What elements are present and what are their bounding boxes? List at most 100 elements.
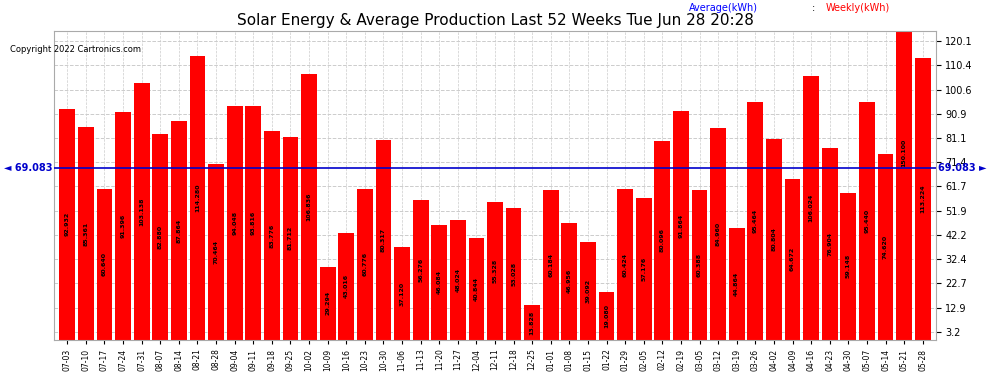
Text: 60.184: 60.184 (548, 253, 553, 277)
Text: 82.880: 82.880 (157, 225, 162, 249)
Bar (375, 140, 391, 339)
Text: 37.120: 37.120 (400, 281, 405, 306)
Text: 19.080: 19.080 (604, 304, 609, 328)
Bar (301, 74, 317, 339)
Text: Weekly(kWh): Weekly(kWh) (826, 3, 890, 13)
Text: 57.176: 57.176 (642, 256, 646, 280)
Text: 92.932: 92.932 (64, 212, 70, 236)
Text: Average(kWh): Average(kWh) (689, 3, 758, 13)
Text: 59.148: 59.148 (845, 254, 850, 278)
Text: 91.864: 91.864 (678, 213, 683, 238)
Text: :: : (813, 3, 819, 13)
Title: Solar Energy & Average Production Last 52 Weeks Tue Jun 28 20:28: Solar Energy & Average Production Last 5… (237, 12, 753, 27)
Bar (692, 189, 708, 339)
Text: 83.776: 83.776 (269, 224, 274, 248)
Text: 64.672: 64.672 (790, 247, 795, 272)
Text: 39.092: 39.092 (585, 279, 590, 303)
Bar (618, 189, 633, 339)
Text: 55.328: 55.328 (492, 259, 498, 283)
Text: 80.317: 80.317 (381, 228, 386, 252)
Bar (394, 248, 410, 339)
Bar (468, 238, 484, 339)
Text: 80.096: 80.096 (660, 228, 665, 252)
Bar (859, 102, 875, 339)
Bar (543, 190, 558, 339)
Bar (822, 148, 838, 339)
Bar (227, 106, 243, 339)
Text: 60.776: 60.776 (362, 252, 367, 276)
Text: 95.440: 95.440 (864, 209, 869, 233)
Bar (710, 129, 726, 339)
Bar (561, 223, 577, 339)
Text: 84.960: 84.960 (716, 222, 721, 246)
Text: 44.864: 44.864 (735, 272, 740, 296)
Text: 29.294: 29.294 (325, 291, 330, 315)
Text: 43.016: 43.016 (344, 274, 348, 298)
Bar (785, 179, 801, 339)
Text: 114.280: 114.280 (195, 183, 200, 212)
Bar (97, 189, 113, 339)
Bar (246, 106, 261, 339)
Text: 85.361: 85.361 (83, 221, 88, 246)
Bar (115, 112, 131, 339)
Bar (896, 0, 912, 339)
Bar (599, 292, 615, 339)
Bar (915, 58, 931, 339)
Text: 46.084: 46.084 (437, 270, 442, 294)
Text: 87.864: 87.864 (176, 218, 181, 243)
Text: 60.424: 60.424 (623, 252, 628, 276)
Text: 95.464: 95.464 (752, 209, 757, 233)
Text: 13.828: 13.828 (530, 310, 535, 334)
Text: 113.224: 113.224 (920, 184, 926, 213)
Bar (506, 208, 522, 339)
Bar (152, 134, 168, 339)
Bar (580, 242, 596, 339)
Text: 60.388: 60.388 (697, 252, 702, 277)
Bar (78, 128, 94, 339)
Bar (208, 165, 224, 339)
Bar (729, 228, 744, 339)
Text: 93.816: 93.816 (250, 211, 255, 235)
Text: 69.083 ►: 69.083 ► (938, 163, 986, 173)
Text: 53.028: 53.028 (511, 262, 516, 286)
Bar (339, 232, 354, 339)
Text: 80.804: 80.804 (771, 227, 776, 251)
Text: 74.620: 74.620 (883, 235, 888, 259)
Bar (654, 141, 670, 339)
Bar (673, 111, 689, 339)
Bar (877, 154, 893, 339)
Text: 103.138: 103.138 (140, 197, 145, 226)
Text: 48.024: 48.024 (455, 268, 460, 292)
Text: 60.640: 60.640 (102, 252, 107, 276)
Text: 150.100: 150.100 (902, 139, 907, 167)
Text: 76.904: 76.904 (828, 232, 833, 256)
Text: 70.464: 70.464 (214, 240, 219, 264)
Bar (320, 267, 336, 339)
Bar (413, 200, 429, 339)
Bar (171, 121, 187, 339)
Bar (59, 109, 75, 339)
Bar (189, 56, 205, 339)
Text: 106.836: 106.836 (307, 193, 312, 221)
Bar (636, 198, 651, 339)
Text: 91.396: 91.396 (121, 214, 126, 238)
Text: 106.024: 106.024 (809, 194, 814, 222)
Bar (803, 76, 819, 339)
Bar (432, 225, 447, 339)
Bar (134, 83, 149, 339)
Bar (449, 220, 465, 339)
Text: 40.844: 40.844 (474, 277, 479, 301)
Bar (747, 102, 763, 339)
Text: 81.712: 81.712 (288, 226, 293, 250)
Bar (264, 131, 280, 339)
Text: 94.048: 94.048 (233, 211, 238, 235)
Bar (282, 136, 298, 339)
Text: 46.956: 46.956 (567, 269, 572, 293)
Bar (357, 189, 372, 339)
Text: 56.276: 56.276 (418, 258, 423, 282)
Text: ◄ 69.083: ◄ 69.083 (4, 163, 52, 173)
Text: Copyright 2022 Cartronics.com: Copyright 2022 Cartronics.com (10, 45, 141, 54)
Bar (525, 305, 541, 339)
Bar (487, 202, 503, 339)
Bar (766, 139, 782, 339)
